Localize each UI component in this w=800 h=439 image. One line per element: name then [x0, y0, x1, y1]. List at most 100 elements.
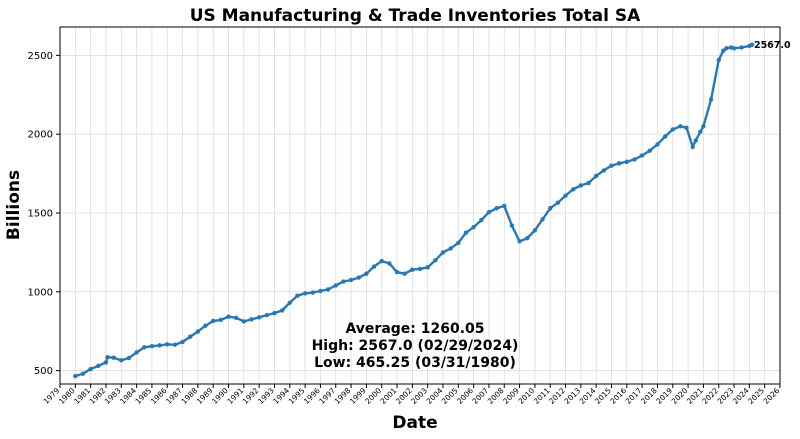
data-point: [417, 266, 423, 272]
x-tick-label: 2023: [716, 386, 736, 406]
data-point: [111, 355, 116, 360]
data-point: [563, 193, 568, 198]
x-tick-label: 2017: [624, 386, 644, 406]
x-tick-label: 2001: [379, 386, 399, 406]
data-point: [486, 209, 492, 215]
data-point: [502, 203, 507, 209]
low-annotation: Low: 465.25 (03/31/1980): [314, 355, 516, 371]
data-point: [157, 343, 162, 348]
data-point: [639, 153, 645, 158]
data-point: [310, 290, 315, 295]
data-point: [716, 57, 721, 63]
data-point: [279, 308, 285, 313]
data-point: [371, 264, 377, 269]
x-tick-label: 2009: [501, 386, 521, 406]
x-tick-label: 2012: [547, 386, 567, 406]
data-point: [256, 315, 262, 320]
y-tick-label: 1500: [28, 208, 53, 219]
data-point: [272, 310, 277, 316]
data-point: [287, 300, 292, 306]
data-point: [241, 319, 247, 324]
x-tick-label: 1993: [256, 386, 276, 406]
x-tick-label: 1983: [103, 386, 123, 406]
data-point: [609, 163, 614, 168]
x-tick-label: 1999: [348, 386, 368, 406]
data-point: [555, 200, 561, 205]
data-point: [134, 350, 139, 355]
data-point: [463, 230, 469, 235]
x-tick-label: 2025: [746, 386, 766, 406]
data-point: [218, 317, 224, 323]
x-tick-label: 1992: [241, 386, 261, 406]
data-point: [341, 279, 346, 284]
data-point: [739, 45, 744, 50]
data-point: [302, 291, 308, 296]
y-tick-label: 500: [34, 366, 53, 377]
data-point: [180, 339, 185, 345]
x-tick-label: 1998: [333, 386, 353, 406]
x-tick-label: 2013: [562, 386, 582, 406]
data-point: [440, 250, 446, 255]
x-tick-label: 1980: [57, 386, 77, 406]
data-point: [662, 134, 668, 139]
x-tick-label: 2016: [608, 386, 628, 406]
data-point: [456, 240, 461, 246]
x-tick-label: 2008: [486, 386, 506, 406]
data-point: [402, 271, 407, 276]
x-tick-label: 1989: [195, 386, 215, 406]
x-tick-label: 1994: [271, 386, 291, 406]
data-point: [731, 46, 737, 51]
data-point: [88, 366, 93, 372]
x-tick-label: 2021: [685, 386, 705, 406]
data-point: [226, 314, 231, 319]
x-tick-label: 1990: [210, 386, 230, 406]
x-tick-label: 2004: [425, 386, 445, 406]
data-point: [96, 363, 101, 369]
data-point: [210, 318, 216, 324]
data-point: [348, 277, 354, 283]
x-tick-label: 1991: [225, 386, 245, 406]
x-tick-label: 1997: [317, 386, 337, 406]
data-point: [364, 271, 369, 276]
data-point: [425, 265, 430, 270]
data-point: [249, 317, 254, 322]
high-annotation: High: 2567.0 (02/29/2024): [312, 338, 519, 354]
x-tick-label: 1984: [118, 386, 138, 406]
x-axis: 1979198019811982198319841985198619871988…: [42, 384, 782, 406]
data-point: [233, 315, 239, 321]
data-point: [142, 345, 147, 350]
data-point: [708, 97, 714, 102]
data-point: [379, 258, 384, 264]
x-axis-label: Date: [392, 413, 437, 433]
data-point: [448, 246, 453, 251]
data-point: [325, 287, 331, 292]
data-point: [655, 142, 660, 147]
data-point: [701, 124, 706, 129]
data-point: [647, 148, 652, 153]
y-tick-label: 1000: [28, 287, 53, 298]
data-point: [721, 48, 726, 53]
x-tick-label: 2010: [516, 386, 536, 406]
x-tick-label: 2011: [532, 386, 552, 406]
x-tick-label: 2026: [762, 386, 782, 406]
data-point: [471, 224, 476, 230]
data-point: [73, 373, 78, 379]
data-point: [724, 46, 729, 51]
data-point: [525, 236, 530, 241]
data-point: [570, 187, 576, 192]
y-axis: 500 1000 1500 2000 2500: [28, 51, 60, 377]
data-point: [433, 258, 438, 263]
last-value-label: 2567.0: [754, 40, 791, 51]
data-point: [318, 288, 323, 294]
x-tick-label: 2020: [670, 386, 690, 406]
x-tick-label: 1987: [164, 386, 184, 406]
x-tick-label: 1982: [88, 386, 108, 406]
x-tick-label: 2003: [409, 386, 429, 406]
data-point: [693, 138, 698, 143]
data-point: [126, 355, 132, 361]
data-point: [670, 127, 675, 132]
x-tick-label: 1981: [72, 386, 92, 406]
data-point: [678, 124, 683, 129]
x-tick-label: 2019: [654, 386, 674, 406]
data-point: [195, 329, 201, 334]
